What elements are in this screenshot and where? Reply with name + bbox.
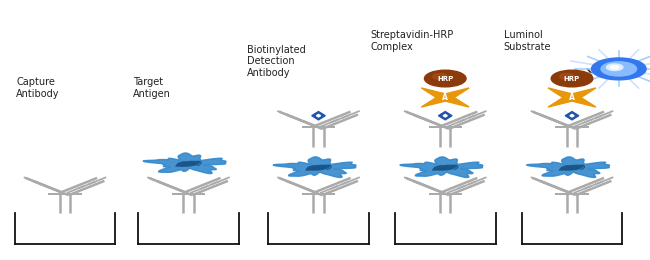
Text: A: A — [442, 93, 448, 102]
Polygon shape — [443, 114, 447, 117]
Polygon shape — [567, 95, 596, 107]
Polygon shape — [440, 88, 469, 100]
Text: Capture
Antibody: Capture Antibody — [16, 77, 60, 99]
Polygon shape — [421, 95, 450, 107]
Text: HRP: HRP — [437, 75, 454, 82]
Polygon shape — [526, 157, 610, 178]
Text: Biotinylated
Detection
Antibody: Biotinylated Detection Antibody — [247, 45, 306, 78]
Polygon shape — [566, 112, 578, 120]
Text: Luminol
Substrate: Luminol Substrate — [504, 30, 551, 52]
Polygon shape — [565, 95, 579, 100]
Text: HRP: HRP — [564, 75, 580, 82]
Text: Target
Antigen: Target Antigen — [133, 77, 171, 99]
Circle shape — [606, 64, 623, 70]
Circle shape — [551, 70, 593, 87]
Circle shape — [424, 70, 466, 87]
Polygon shape — [317, 114, 320, 117]
Polygon shape — [567, 88, 596, 100]
Circle shape — [601, 62, 636, 76]
Polygon shape — [438, 95, 452, 100]
Text: A: A — [569, 93, 575, 102]
Polygon shape — [312, 112, 325, 120]
Polygon shape — [570, 114, 574, 117]
Polygon shape — [143, 153, 226, 174]
Circle shape — [433, 74, 447, 79]
Polygon shape — [421, 88, 450, 100]
Polygon shape — [273, 157, 356, 178]
Polygon shape — [400, 157, 483, 178]
Polygon shape — [548, 95, 577, 107]
Circle shape — [610, 66, 619, 69]
Circle shape — [592, 58, 646, 80]
Circle shape — [560, 74, 574, 79]
Polygon shape — [440, 95, 469, 107]
Polygon shape — [548, 88, 577, 100]
Polygon shape — [439, 112, 452, 120]
Text: Streptavidin-HRP
Complex: Streptavidin-HRP Complex — [370, 30, 454, 52]
